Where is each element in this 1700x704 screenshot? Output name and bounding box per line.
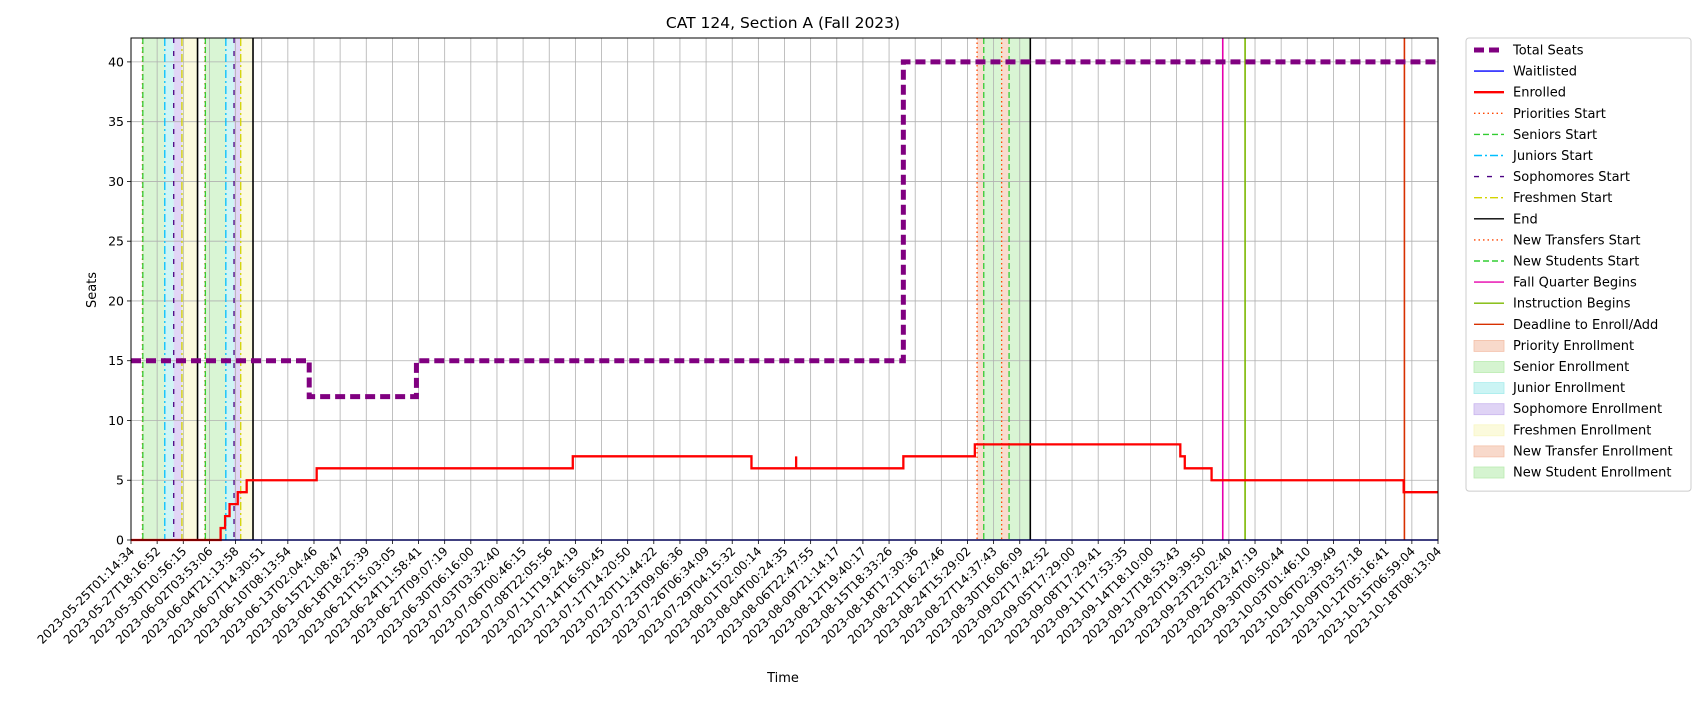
series-enrolled (131, 443, 1438, 542)
legend-label: Enrolled (1513, 86, 1566, 101)
legend-label: Waitlisted (1513, 65, 1577, 80)
span-senior-enrollment (142, 38, 165, 540)
legend-swatch (1473, 445, 1505, 458)
chart-title: CAT 124, Section A (Fall 2023) (666, 14, 900, 32)
series-total-seats (131, 59, 1438, 400)
span-junior-enrollment (164, 38, 174, 540)
legend-label: Freshmen Start (1513, 191, 1612, 206)
legend-label: End (1513, 212, 1538, 227)
legend-label: New Students Start (1513, 255, 1639, 270)
span-senior-enrollment (205, 38, 226, 540)
y-tick-label: 30 (108, 174, 124, 189)
legend-label: Instruction Begins (1513, 297, 1631, 312)
legend-swatch (1473, 339, 1505, 352)
span-sophomore-enrollment (234, 38, 241, 540)
legend-label: Deadline to Enroll/Add (1513, 318, 1658, 333)
plot-frame (130, 37, 1439, 541)
legend-label: Juniors Start (1512, 149, 1593, 164)
span-sophomore-enrollment (173, 38, 182, 540)
legend-label: Total Seats (1512, 44, 1584, 59)
legend-label: Freshmen Enrollment (1513, 423, 1651, 438)
x-axis-label: Time (766, 671, 799, 686)
legend-label: Junior Enrollment (1512, 381, 1625, 396)
y-tick-label: 0 (116, 533, 124, 548)
span-new-student-enrollment (983, 38, 1002, 540)
legend-box (1465, 37, 1692, 492)
y-tick-label: 20 (108, 293, 124, 308)
span-freshmen-enrollment (240, 38, 254, 540)
y-axis-label: Seats (85, 272, 100, 308)
plot-area: 2023-05-25T01:14:342023-05-27T18:16:5220… (35, 37, 1444, 647)
span-new-transfer-enrollment (1001, 38, 1010, 540)
y-tick-label: 40 (108, 54, 124, 69)
y-tick-label: 5 (116, 473, 124, 488)
legend-label: Priorities Start (1513, 107, 1606, 122)
legend-label: New Transfers Start (1513, 233, 1640, 248)
legend-label: Seniors Start (1513, 128, 1597, 143)
legend-label: Sophomore Enrollment (1513, 402, 1662, 417)
y-tick-label: 10 (108, 413, 124, 428)
span-junior-enrollment (225, 38, 235, 540)
legend-swatch (1473, 403, 1505, 416)
legend-label: Senior Enrollment (1513, 360, 1629, 375)
y-tick-label: 35 (108, 114, 124, 129)
legend-swatch (1473, 382, 1505, 395)
span-freshmen-enrollment (181, 38, 198, 540)
y-tick-label: 25 (108, 234, 124, 249)
legend-swatch (1473, 361, 1505, 373)
legend-label: Sophomores Start (1513, 170, 1630, 185)
legend-label: New Student Enrollment (1513, 466, 1671, 481)
legend: Total Seats Waitlisted Enrolled Priorities … (1465, 37, 1692, 492)
y-tick-label: 15 (108, 353, 124, 368)
legend-swatch (1473, 424, 1505, 437)
legend-label: New Transfer Enrollment (1513, 444, 1673, 459)
legend-label: Priority Enrollment (1513, 339, 1634, 354)
span-new-transfer-enrollment (977, 38, 984, 540)
legend-label: Fall Quarter Begins (1513, 276, 1637, 291)
legend-swatch (1473, 466, 1505, 479)
